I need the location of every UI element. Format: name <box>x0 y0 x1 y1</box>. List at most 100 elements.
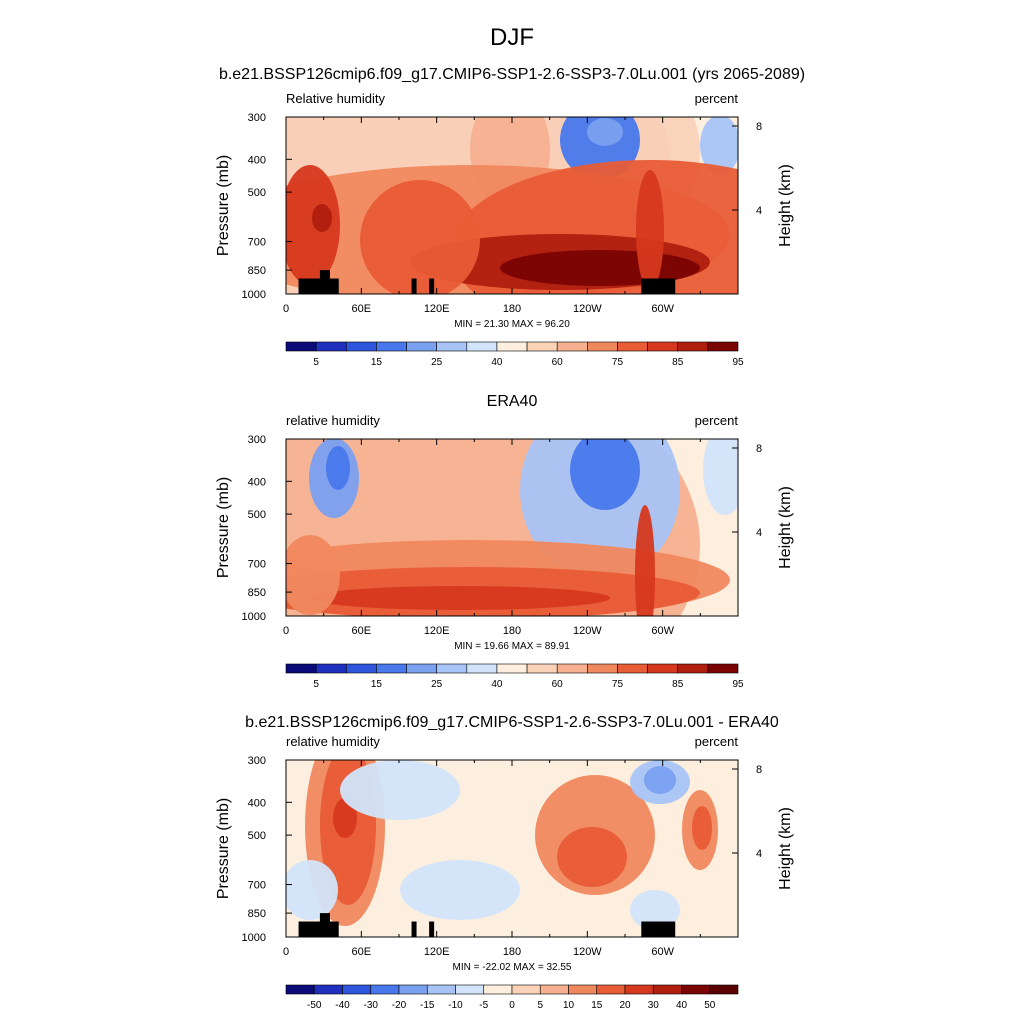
panel-left-label: relative humidity <box>286 734 380 749</box>
colorbar-swatch <box>436 663 468 674</box>
x-tick-label: 60E <box>352 946 372 958</box>
colorbar-swatch <box>707 341 739 352</box>
field-region <box>286 535 340 615</box>
x-tick-label: 0 <box>283 946 289 958</box>
colorbar-swatch <box>709 984 739 995</box>
colorbar-label: -5 <box>479 1000 488 1011</box>
colorbar-label: -30 <box>364 1000 379 1011</box>
colorbar-label: -15 <box>420 1000 435 1011</box>
colorbar-swatch <box>398 984 428 995</box>
colorbar-label: 0 <box>509 1000 515 1011</box>
y-tick-label: 850 <box>248 265 266 277</box>
y-tick-label: 700 <box>248 237 266 249</box>
field-region <box>703 439 738 515</box>
min-max-stats: MIN = -22.02 MAX = 32.55 <box>453 962 572 973</box>
field-region <box>636 170 664 290</box>
y-tick-label: 300 <box>248 755 266 767</box>
colorbar-swatch <box>426 984 456 995</box>
min-max-stats: MIN = 21.30 MAX = 96.20 <box>454 319 570 330</box>
colorbar-swatch <box>647 663 679 674</box>
colorbar-swatch <box>376 663 407 674</box>
colorbar-swatch <box>681 984 711 995</box>
colorbar-label: 10 <box>563 1000 575 1011</box>
colorbar-swatch <box>315 663 347 674</box>
page-subtitle: b.e21.BSSP126cmip6.f09_g17.CMIP6-SSP1-2.… <box>219 66 805 83</box>
colorbar-label: 25 <box>431 679 443 690</box>
colorbar-swatch <box>370 984 400 995</box>
y2-axis-label: Height (km) <box>777 807 794 890</box>
colorbar-swatch <box>596 984 626 995</box>
field-region <box>286 860 338 920</box>
colorbar-swatch <box>285 663 317 674</box>
colorbar-label: 85 <box>672 679 684 690</box>
colorbar-swatch <box>406 341 437 352</box>
colorbar-swatch <box>315 341 347 352</box>
x-tick-label: 120W <box>573 303 602 315</box>
y-tick-label: 300 <box>248 112 266 124</box>
field-region <box>400 860 520 920</box>
colorbar-label: 85 <box>672 357 684 368</box>
panel-left-label: relative humidity <box>286 413 380 428</box>
y2-tick-label: 4 <box>756 527 762 539</box>
y-axis-label: Pressure (mb) <box>215 798 232 899</box>
colorbar-label: 5 <box>537 1000 543 1011</box>
panel-3: b.e21.BSSP126cmip6.f09_g17.CMIP6-SSP1-2.… <box>215 714 794 1011</box>
y-tick-label: 400 <box>248 154 266 166</box>
colorbar-label: 95 <box>732 357 744 368</box>
field-region <box>310 586 610 610</box>
x-tick-label: 180 <box>503 303 521 315</box>
y2-axis-label: Height (km) <box>777 486 794 569</box>
y-tick-label: 400 <box>248 476 266 488</box>
y-tick-label: 400 <box>248 797 266 809</box>
x-tick-label: 60E <box>352 303 372 315</box>
x-tick-label: 60W <box>651 946 674 958</box>
terrain-block <box>411 278 417 294</box>
colorbar-swatch <box>556 663 588 674</box>
colorbar-swatch <box>436 341 468 352</box>
field-region <box>326 446 350 490</box>
min-max-stats: MIN = 19.66 MAX = 89.91 <box>454 641 570 652</box>
colorbar-swatch <box>466 341 498 352</box>
y-tick-label: 500 <box>248 509 266 521</box>
y2-tick-label: 8 <box>756 121 762 133</box>
colorbar-swatch <box>285 984 315 995</box>
y-axis-label: Pressure (mb) <box>215 155 232 256</box>
y2-tick-label: 8 <box>756 443 762 455</box>
terrain-block <box>411 921 417 937</box>
colorbar-swatch <box>526 663 558 674</box>
colorbar-swatch <box>496 663 528 674</box>
colorbar-swatch <box>617 341 648 352</box>
x-tick-label: 120E <box>424 946 450 958</box>
panel-title: b.e21.BSSP126cmip6.f09_g17.CMIP6-SSP1-2.… <box>245 714 779 731</box>
terrain-block <box>429 278 435 294</box>
field-region <box>570 439 640 510</box>
colorbar-swatch <box>539 984 569 995</box>
colorbar: 5 15 25 40 60 75 85 95 <box>285 341 744 368</box>
colorbar-label: 95 <box>732 679 744 690</box>
x-tick-label: 0 <box>283 625 289 637</box>
y-tick-label: 1000 <box>242 611 266 623</box>
y-axis-label: Pressure (mb) <box>215 477 232 578</box>
x-tick-label: 180 <box>503 946 521 958</box>
terrain-block <box>319 913 330 937</box>
field-region <box>333 798 357 838</box>
colorbar-swatch <box>285 341 317 352</box>
colorbar-swatch <box>624 984 654 995</box>
field-region <box>700 117 738 175</box>
field-region <box>644 766 676 794</box>
terrain-mask <box>298 270 676 294</box>
x-tick-label: 0 <box>283 303 289 315</box>
y-tick-label: 300 <box>248 434 266 446</box>
terrain-block <box>641 921 676 937</box>
field-region <box>587 118 623 146</box>
colorbar-swatch <box>483 984 513 995</box>
terrain-block <box>641 278 676 294</box>
field-region <box>312 204 332 232</box>
terrain-block <box>429 921 435 937</box>
colorbar-label: 30 <box>648 1000 660 1011</box>
colorbar-label: -20 <box>392 1000 407 1011</box>
colorbar-swatch <box>568 984 598 995</box>
panel-title: ERA40 <box>487 393 538 410</box>
colorbar-swatch <box>556 341 588 352</box>
